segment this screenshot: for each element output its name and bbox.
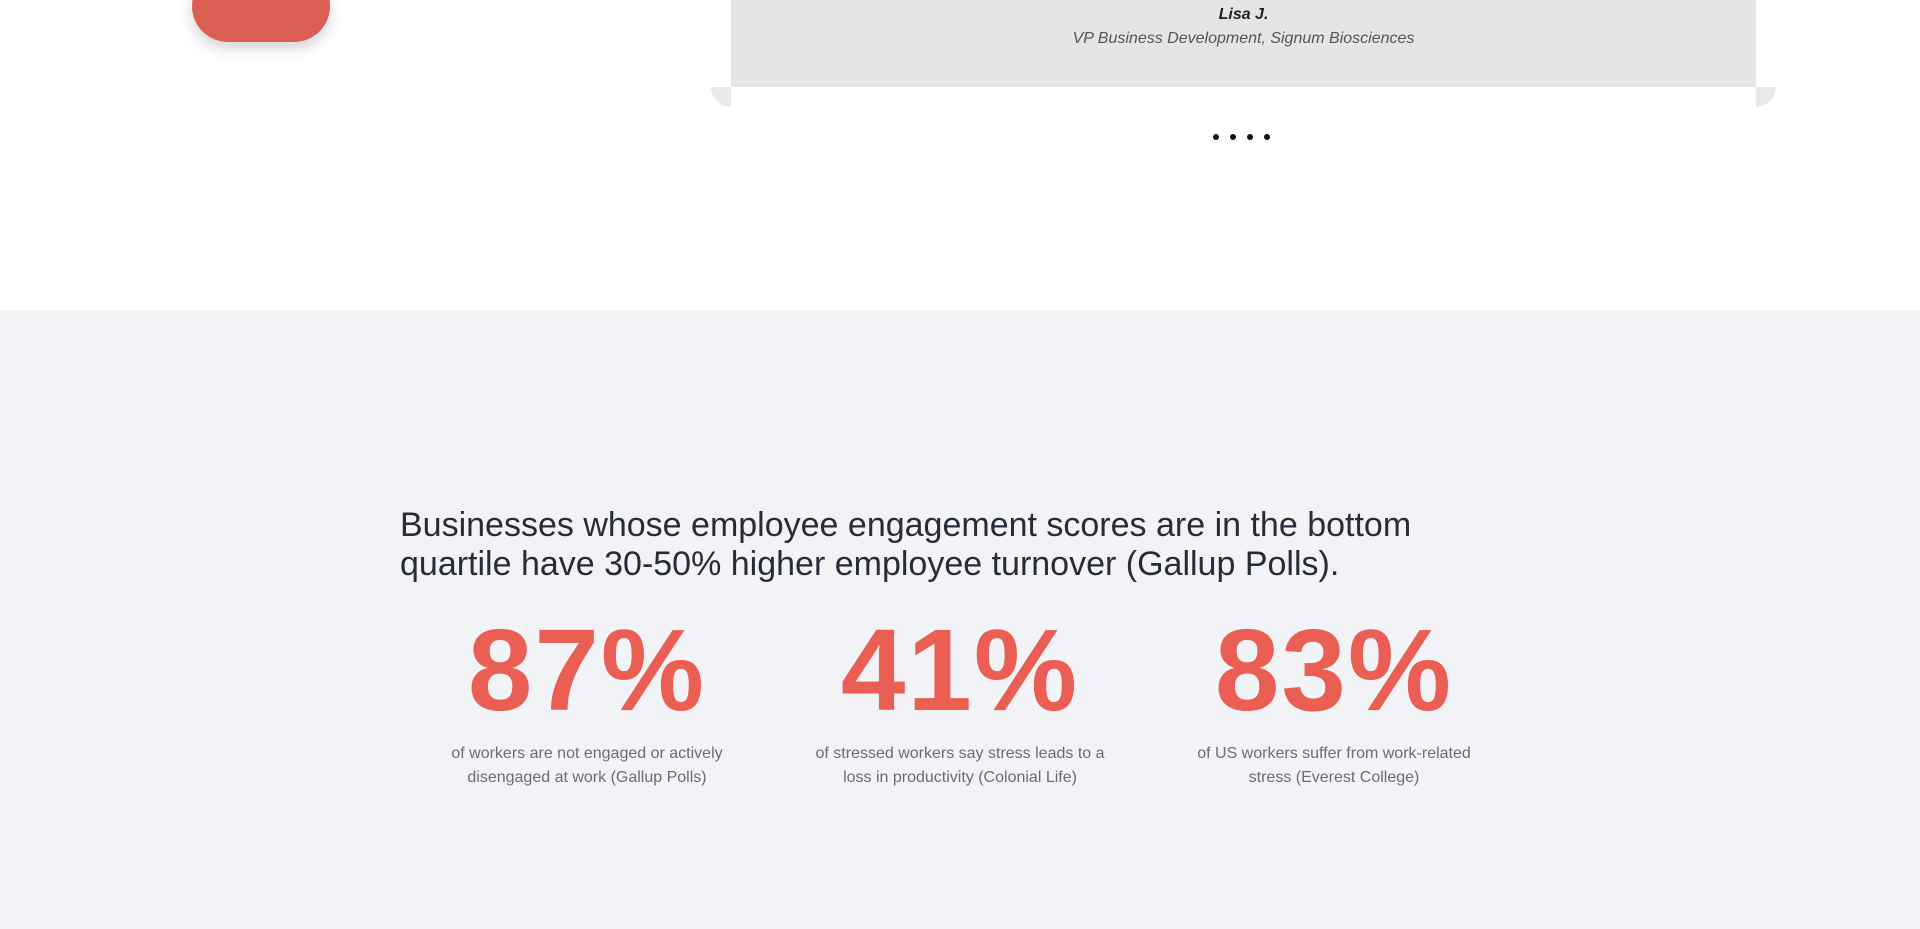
stat-value: 83% xyxy=(1214,605,1454,735)
stat-item: 87% of workers are not engaged or active… xyxy=(417,610,757,790)
stat-description: of stressed workers say stress leads to … xyxy=(815,745,1105,786)
carousel-dot-3[interactable] xyxy=(1247,134,1253,140)
stat-value: 87% xyxy=(467,605,707,735)
stat-description: of workers are not engaged or actively d… xyxy=(451,745,723,786)
carousel-dots xyxy=(1213,134,1270,140)
carousel-dot-2[interactable] xyxy=(1230,134,1236,140)
card-corner-right xyxy=(1756,87,1776,107)
testimonial-section: Lisa J. VP Business Development, Signum … xyxy=(0,0,1920,310)
testimonial-card: Lisa J. VP Business Development, Signum … xyxy=(731,0,1756,87)
testimonial-author-name: Lisa J. xyxy=(1218,6,1269,23)
stat-item: 41% of stressed workers say stress leads… xyxy=(790,610,1130,790)
stat-item: 83% of US workers suffer from work-relat… xyxy=(1164,610,1504,790)
stats-heading: Businesses whose employee engagement sco… xyxy=(400,506,1412,583)
stats-section: Businesses whose employee engagement sco… xyxy=(0,310,1920,929)
testimonial-author-role: VP Business Development, Signum Bioscien… xyxy=(1072,30,1415,47)
card-corner-left xyxy=(711,87,731,107)
carousel-dot-4[interactable] xyxy=(1264,134,1270,140)
testimonial-carousel: Lisa J. VP Business Development, Signum … xyxy=(711,0,1776,108)
cta-button[interactable] xyxy=(192,0,330,42)
carousel-dot-1[interactable] xyxy=(1213,134,1219,140)
stat-value: 41% xyxy=(840,605,1080,735)
stat-description: of US workers suffer from work-related s… xyxy=(1197,745,1471,786)
